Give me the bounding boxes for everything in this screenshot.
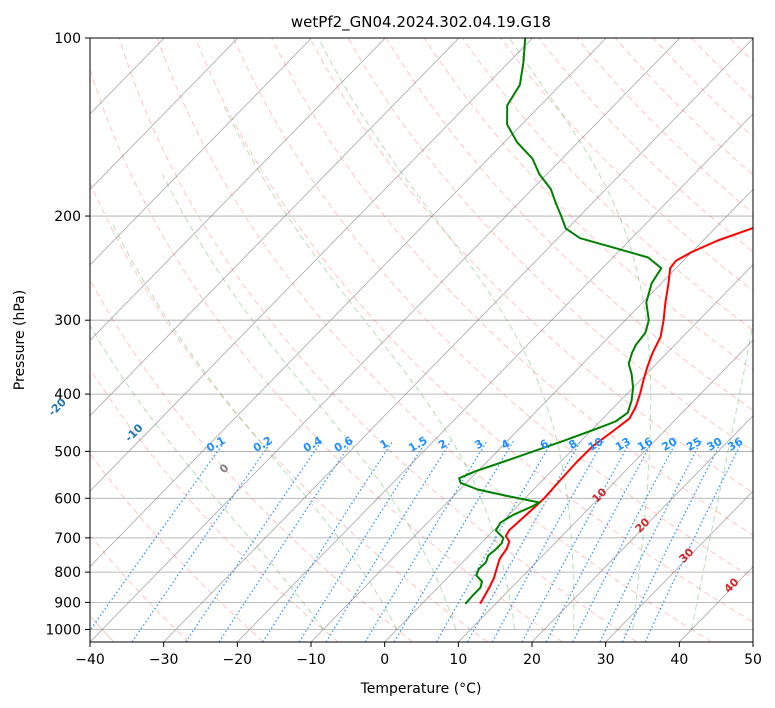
dry-adiabat [156, 38, 712, 642]
y-tick-label: 200 [54, 209, 81, 225]
mixing-ratio-label: 30 [705, 435, 725, 454]
y-tick-label: 1000 [45, 622, 81, 638]
isotherm [310, 188, 753, 642]
dry-adiabat [423, 38, 753, 371]
y-axis: 100 200 300 400 500 600 700 800 900 1000 [45, 31, 90, 638]
dry-adiabat [194, 38, 753, 623]
isotherm [90, 38, 533, 492]
moist-adiabat [162, 174, 457, 630]
x-axis: −40 −30 −20 −10 0 10 20 30 40 50 [75, 642, 762, 668]
dry-adiabat [90, 181, 488, 642]
y-tick-label: 500 [54, 444, 81, 460]
x-tick-label: 40 [670, 652, 688, 668]
temperature-line [479, 227, 753, 605]
dry-adiabat [90, 278, 414, 642]
moist-adiabat-label: 30 [677, 545, 697, 565]
dry-adiabat [500, 38, 753, 292]
dry-adiabat [691, 38, 753, 100]
y-tick-label: 800 [54, 565, 81, 581]
x-tick-label: −30 [149, 652, 179, 668]
dry-adiabat-label: -10 [122, 421, 145, 444]
y-axis-label: Pressure (hPa) [12, 290, 28, 390]
mixing-ratio-line [466, 440, 582, 642]
moist-adiabat-label: 10 [590, 485, 610, 505]
profiles [458, 38, 753, 605]
isotherm [90, 38, 312, 266]
mixing-ratio-line [262, 440, 394, 642]
dry-adiabat [309, 38, 753, 494]
x-tick-label: 50 [744, 652, 762, 668]
y-tick-label: 300 [54, 313, 81, 329]
dry-adiabat [538, 38, 753, 253]
mixing-ratio-label: 16 [635, 435, 655, 454]
moist-adiabat-label: 40 [722, 575, 742, 595]
moist-adiabat [90, 324, 324, 630]
dry-adiabat [233, 38, 753, 579]
isotherm [90, 38, 681, 642]
moist-adiabat [691, 319, 753, 630]
isotherm [90, 38, 386, 341]
mixing-ratio-line [131, 440, 273, 642]
mixing-ratio-line [325, 440, 452, 642]
dry-adiabat [271, 38, 753, 536]
mixing-ratio-line [185, 440, 323, 642]
isotherm [90, 38, 607, 568]
mixing-ratio-line [435, 440, 553, 642]
isotherm [531, 415, 753, 642]
x-tick-label: −20 [223, 652, 253, 668]
x-tick-label: 10 [449, 652, 467, 668]
isotherm [458, 339, 753, 642]
dry-adiabat-label: 0 [217, 461, 232, 476]
dry-adiabat [90, 367, 339, 642]
isotherm [163, 38, 753, 642]
chart-title: wetPf2_GN04.2024.302.04.19.G18 [291, 13, 551, 32]
mixing-ratio-label: 13 [613, 435, 633, 454]
dry-adiabat [729, 38, 753, 62]
moist-adiabat [509, 38, 652, 630]
isotherm [90, 38, 239, 190]
dry-adiabat [576, 38, 753, 214]
dry-adiabat [90, 67, 563, 642]
y-tick-label: 600 [54, 491, 81, 507]
y-tick-label: 400 [54, 387, 81, 403]
dry-adiabat [768, 38, 775, 642]
dry-adiabat [90, 534, 190, 642]
isotherm [752, 641, 753, 642]
moist-adiabat-label: 20 [633, 515, 653, 535]
mixing-ratio-label: 20 [659, 435, 679, 454]
mixing-ratio-line [621, 440, 723, 642]
mixing-ratio-line [298, 440, 427, 642]
moist-adiabat [111, 222, 398, 630]
plot-frame [89, 37, 754, 643]
dry-adiabat [90, 452, 264, 642]
dry-adiabat [347, 38, 753, 452]
y-tick-label: 100 [54, 31, 81, 47]
x-tick-label: 0 [380, 652, 389, 668]
mixing-ratio-label: 3 [472, 437, 485, 452]
dewpoint-line [458, 38, 663, 605]
mixing-ratio-label: 4 [499, 437, 512, 452]
dry-adiabat [118, 38, 638, 642]
x-tick-label: 30 [597, 652, 615, 668]
mixing-ratio-label: 2 [436, 437, 449, 452]
isotherm [384, 264, 753, 642]
mixing-ratio-line [364, 440, 488, 642]
y-tick-label: 700 [54, 531, 81, 547]
x-tick-label: 20 [523, 652, 541, 668]
dry-adiabat [652, 38, 753, 138]
x-tick-label: −40 [75, 652, 105, 668]
background-lines [90, 38, 775, 642]
isotherm [605, 490, 753, 642]
mixing-ratio-line [491, 440, 604, 642]
y-tick-label: 900 [54, 595, 81, 611]
mixing-ratio-line [599, 440, 702, 642]
dry-adiabat [385, 38, 753, 411]
mixing-ratio-line [218, 440, 353, 642]
x-axis-label: Temperature (°C) [360, 681, 482, 697]
isotherm [237, 113, 753, 642]
isotherm [90, 38, 460, 417]
x-tick-label: −10 [296, 652, 326, 668]
moist-adiabat [223, 105, 516, 630]
